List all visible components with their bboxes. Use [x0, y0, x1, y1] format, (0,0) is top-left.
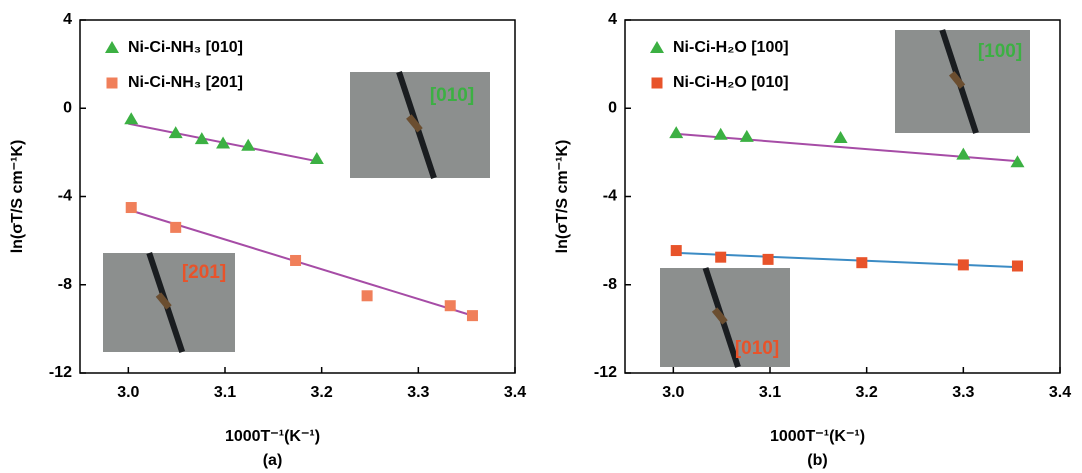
- y-tick-label: -8: [58, 276, 72, 293]
- data-point: [834, 131, 848, 143]
- figure: [010] [201] 3.0 3.1 3.2 3.3 3.4 4 0 -4 -8 -12 1000T⁻…: [0, 0, 1082, 473]
- y-tick-label: 0: [63, 99, 72, 116]
- panel-label: (a): [263, 452, 283, 469]
- y-axis-label: ln(σT/S cm⁻¹K): [554, 140, 571, 254]
- data-point: [740, 130, 754, 142]
- legend-label: Ni-Ci-NH₃ [201]: [128, 74, 243, 91]
- data-point: [669, 126, 683, 138]
- x-tick-label: 3.2: [856, 384, 878, 401]
- data-point: [714, 128, 728, 140]
- x-tick-label: 3.2: [311, 384, 333, 401]
- x-tick-label: 3.3: [952, 384, 974, 401]
- x-tick-label: 3.3: [407, 384, 429, 401]
- x-axis-label: 1000T⁻¹(K⁻¹): [770, 428, 865, 445]
- legend-marker: [107, 78, 118, 89]
- inset-label: [010]: [735, 338, 779, 359]
- legend-label: Ni-Ci-H₂O [010]: [673, 74, 789, 91]
- data-point: [467, 310, 478, 321]
- y-tick-label: -12: [594, 364, 617, 381]
- legend-marker: [650, 41, 664, 53]
- y-axis-label: ln(σT/S cm⁻¹K): [9, 140, 26, 254]
- data-point: [241, 139, 255, 151]
- data-point: [445, 300, 456, 311]
- data-point: [124, 112, 138, 124]
- data-point: [671, 245, 682, 256]
- legend-marker: [652, 78, 663, 89]
- x-tick-label: 3.0: [117, 384, 139, 401]
- data-point: [715, 252, 726, 263]
- data-point: [310, 152, 324, 164]
- data-point: [290, 255, 301, 266]
- inset-label: [201]: [182, 262, 226, 283]
- y-tick-label: 4: [608, 11, 617, 28]
- inset-label: [100]: [978, 41, 1022, 62]
- y-tick-label: -12: [49, 364, 72, 381]
- y-tick-label: -8: [603, 276, 617, 293]
- inset-label: [010]: [430, 85, 474, 106]
- data-point: [956, 148, 970, 160]
- y-tick-label: 0: [608, 99, 617, 116]
- panel-label: (b): [807, 452, 827, 469]
- data-point: [856, 257, 867, 268]
- legend-label: Ni-Ci-H₂O [100]: [673, 39, 789, 56]
- data-point: [1012, 260, 1023, 271]
- y-tick-label: 4: [63, 11, 72, 28]
- x-axis-label: 1000T⁻¹(K⁻¹): [225, 428, 320, 445]
- data-point: [126, 202, 137, 213]
- data-point: [958, 259, 969, 270]
- y-tick-label: -4: [603, 188, 617, 205]
- x-tick-label: 3.1: [759, 384, 781, 401]
- legend-label: Ni-Ci-NH₃ [010]: [128, 39, 243, 56]
- y-tick-label: -4: [58, 188, 72, 205]
- data-point: [763, 254, 774, 265]
- x-tick-label: 3.1: [214, 384, 236, 401]
- x-tick-label: 3.4: [504, 384, 526, 401]
- x-tick-label: 3.4: [1049, 384, 1071, 401]
- legend-marker: [105, 41, 119, 53]
- data-point: [362, 290, 373, 301]
- data-point: [170, 222, 181, 233]
- x-tick-label: 3.0: [662, 384, 684, 401]
